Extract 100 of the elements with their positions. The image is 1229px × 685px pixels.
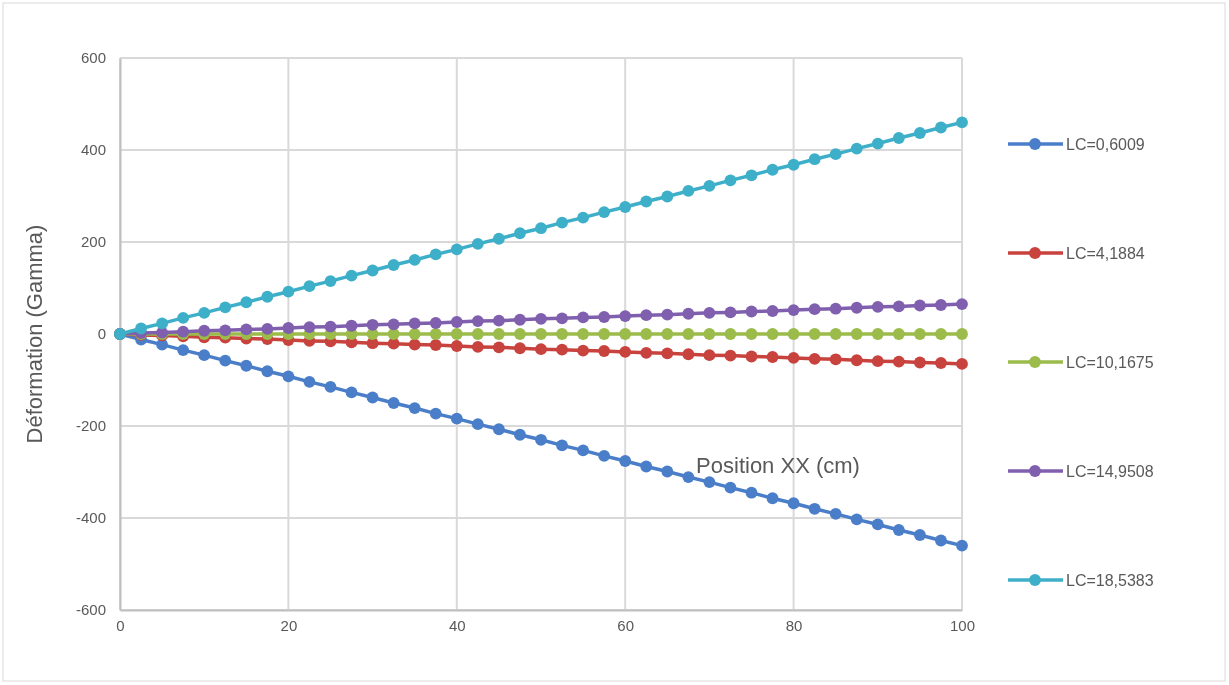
point xyxy=(345,319,358,332)
point xyxy=(682,185,695,197)
point xyxy=(156,317,169,330)
legend-label: LC=4,1884 xyxy=(1066,245,1145,262)
point xyxy=(408,338,421,351)
point xyxy=(850,301,863,314)
point xyxy=(535,328,547,340)
point xyxy=(535,343,547,356)
point xyxy=(387,397,400,409)
point xyxy=(598,328,611,340)
point xyxy=(787,328,800,340)
legend-label: LC=10,1675 xyxy=(1066,354,1154,371)
point xyxy=(556,216,568,229)
point xyxy=(450,316,463,328)
point xyxy=(303,375,316,388)
point xyxy=(366,318,379,331)
point xyxy=(219,301,232,314)
point xyxy=(324,320,337,333)
point xyxy=(892,355,905,368)
point xyxy=(745,305,758,318)
x-tick-label: 80 xyxy=(785,616,803,634)
x-tick-label: 60 xyxy=(617,616,635,634)
point xyxy=(766,328,779,340)
point xyxy=(745,328,758,340)
point xyxy=(492,232,505,245)
point xyxy=(913,127,926,139)
point xyxy=(661,308,674,321)
point xyxy=(387,318,400,331)
point xyxy=(177,311,190,324)
point xyxy=(429,407,442,420)
point xyxy=(471,328,484,340)
point xyxy=(956,539,968,552)
point xyxy=(808,303,821,316)
point xyxy=(703,179,716,192)
point xyxy=(577,344,590,357)
point xyxy=(408,317,421,330)
y-tick-label: 200 xyxy=(80,233,106,251)
point xyxy=(514,328,526,340)
point xyxy=(366,264,379,277)
point xyxy=(871,518,884,531)
point xyxy=(282,285,295,298)
point xyxy=(345,386,358,399)
point xyxy=(408,328,421,340)
point xyxy=(514,313,526,326)
point xyxy=(240,323,253,336)
point xyxy=(429,328,442,340)
point xyxy=(935,299,947,311)
point xyxy=(766,163,779,176)
point xyxy=(450,340,463,352)
point xyxy=(345,269,358,282)
point xyxy=(766,351,779,363)
point xyxy=(598,345,611,357)
point xyxy=(829,353,842,366)
point xyxy=(219,324,232,337)
point xyxy=(535,222,547,235)
point xyxy=(492,314,505,327)
y-axis-title: Déformation (Gamma) xyxy=(22,224,47,444)
point xyxy=(682,471,695,483)
point xyxy=(913,529,926,541)
point xyxy=(556,343,568,356)
point xyxy=(219,354,232,367)
point xyxy=(492,341,505,354)
point xyxy=(892,132,905,144)
point xyxy=(913,356,926,369)
point xyxy=(471,237,484,250)
point xyxy=(408,402,421,414)
point xyxy=(956,116,968,129)
point xyxy=(577,311,590,324)
point xyxy=(724,481,737,494)
point xyxy=(598,311,611,323)
point xyxy=(956,328,968,340)
point xyxy=(850,142,863,155)
legend-label: LC=14,9508 xyxy=(1066,463,1154,480)
point xyxy=(471,340,484,353)
point xyxy=(556,328,568,340)
point xyxy=(514,227,526,240)
point xyxy=(724,349,737,362)
point xyxy=(682,328,695,340)
point xyxy=(871,137,884,150)
point xyxy=(514,428,526,441)
point xyxy=(492,328,505,340)
point xyxy=(429,248,442,261)
legend-label: LC=18,5383 xyxy=(1066,572,1154,589)
point xyxy=(913,328,926,340)
point xyxy=(850,513,863,526)
point xyxy=(913,299,926,312)
point xyxy=(956,357,968,370)
point xyxy=(808,153,821,166)
point xyxy=(450,328,463,340)
point xyxy=(640,328,653,340)
point xyxy=(661,347,674,360)
point xyxy=(935,328,947,340)
point xyxy=(745,486,758,499)
point xyxy=(829,148,842,161)
point xyxy=(514,342,526,355)
legend-label: LC=0,6009 xyxy=(1066,136,1145,153)
point xyxy=(724,174,737,187)
point xyxy=(808,328,821,340)
point xyxy=(787,497,800,510)
point xyxy=(787,158,800,171)
